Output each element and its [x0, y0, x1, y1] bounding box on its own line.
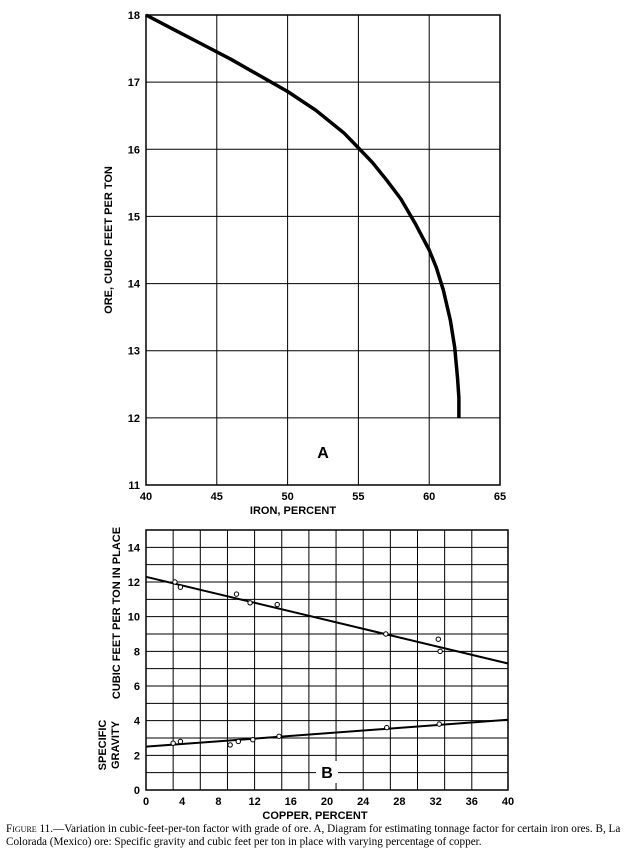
y-tick-label: 18: [128, 10, 140, 22]
x-tick-label: 55: [352, 491, 364, 503]
y-tick-label: 4: [134, 716, 141, 728]
x-tick-label: 60: [423, 491, 435, 503]
data-point: [177, 738, 184, 745]
data-point: [437, 648, 443, 655]
y-tick-label: 10: [128, 612, 140, 624]
data-point: [233, 591, 240, 597]
data-point: [276, 733, 282, 739]
x-tick-label: 4: [179, 796, 186, 808]
data-point: [227, 742, 233, 748]
y-tick-label: 11: [128, 480, 140, 492]
plot-frame: [145, 14, 501, 486]
y-axis-label-secondary: SPECIFIC: [97, 720, 109, 771]
panel-label-background: [316, 761, 338, 783]
x-tick-label: 12: [248, 796, 260, 808]
data-point: [274, 601, 280, 608]
x-tick-label: 50: [281, 491, 293, 503]
data-point: [172, 579, 178, 585]
y-tick-label: 16: [128, 144, 140, 156]
panel-label: A: [317, 445, 329, 462]
x-tick-label: 28: [393, 796, 405, 808]
x-tick-label: 16: [285, 796, 297, 808]
figure-caption: Figure 11.—Variation in cubic-feet-per-t…: [6, 823, 634, 849]
x-tick-label: 40: [140, 491, 152, 503]
x-tick-label: 36: [466, 796, 478, 808]
panel-label: B: [321, 765, 333, 782]
y-axis-label-secondary: GRAVITY: [110, 720, 122, 769]
x-tick-label: 65: [494, 491, 506, 503]
data-point: [435, 636, 442, 642]
y-tick-label: 0: [134, 785, 140, 797]
caption-figure-number: Figure 11.: [6, 823, 54, 835]
plot-frame: [145, 529, 509, 791]
data-point: [383, 631, 389, 637]
y-tick-label: 13: [128, 346, 140, 358]
data-point: [436, 721, 442, 727]
series-line: [145, 13, 461, 418]
y-tick-label: 14: [128, 279, 141, 291]
chart-a: 40 45 50 55 60 65 11 12 13 14 15 16 17 18 IRON, PERCEN…: [103, 10, 506, 517]
data-point: [235, 738, 242, 745]
data-point: [247, 600, 253, 606]
x-tick-label: 0: [143, 796, 149, 808]
x-tick-label: 45: [211, 491, 223, 503]
y-tick-label: 14: [128, 542, 141, 554]
data-point: [177, 584, 184, 590]
y-tick-label: 2: [134, 750, 140, 762]
x-axis-label: IRON, PERCENT: [250, 505, 336, 517]
data-point: [384, 724, 390, 731]
y-tick-label: 6: [134, 681, 140, 693]
data-point: [170, 740, 176, 746]
x-tick-label: 24: [357, 796, 370, 808]
y-axis-label: ORE, CUBIC FEET PER TON: [103, 166, 115, 314]
x-tick-label: 8: [215, 796, 221, 808]
x-tick-label: 40: [502, 796, 514, 808]
y-tick-label: 15: [128, 211, 140, 223]
y-tick-label: 12: [128, 413, 140, 425]
fit-line: [145, 575, 509, 665]
caption-text: —Variation in cubic-feet-per-ton factor …: [6, 823, 621, 848]
x-tick-label: 32: [429, 796, 441, 808]
y-tick-label: 8: [134, 646, 140, 658]
y-tick-label: 17: [128, 77, 140, 89]
y-tick-label: 12: [128, 577, 140, 589]
x-tick-label: 20: [321, 796, 333, 808]
x-axis-label: COPPER, PERCENT: [262, 810, 367, 820]
y-axis-label: CUBIC FEET PER TON IN PLACE: [111, 527, 123, 699]
data-point: [250, 737, 256, 743]
fit-line: [145, 718, 509, 748]
